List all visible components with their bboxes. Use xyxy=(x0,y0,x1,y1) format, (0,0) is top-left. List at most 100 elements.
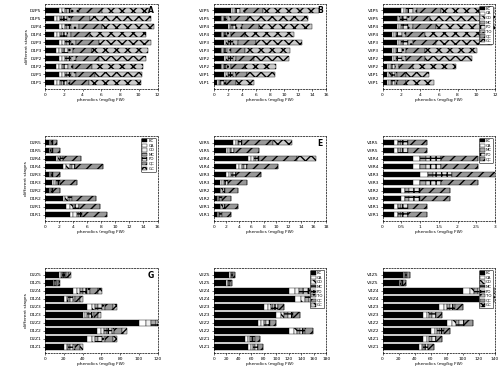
Bar xyxy=(450,304,455,310)
Bar xyxy=(54,180,56,185)
Bar xyxy=(394,148,398,154)
Bar xyxy=(382,272,402,278)
Bar xyxy=(214,140,233,146)
Bar xyxy=(45,188,48,193)
Bar xyxy=(394,204,398,209)
Bar xyxy=(464,320,472,326)
Bar xyxy=(394,32,396,37)
Bar xyxy=(273,304,278,310)
Text: D: D xyxy=(148,139,154,147)
Bar xyxy=(408,140,427,146)
Bar xyxy=(92,63,144,69)
Bar xyxy=(252,344,253,350)
Bar xyxy=(398,16,400,21)
Bar xyxy=(60,180,78,185)
Bar xyxy=(86,312,87,318)
Bar xyxy=(382,328,430,334)
X-axis label: phenolics (mg/kg FW): phenolics (mg/kg FW) xyxy=(78,230,125,234)
Bar xyxy=(54,16,57,21)
Bar xyxy=(422,344,424,350)
Bar xyxy=(247,164,278,169)
Bar xyxy=(382,320,447,326)
Bar xyxy=(214,320,258,326)
Bar xyxy=(266,320,270,326)
Bar xyxy=(230,24,232,29)
Bar xyxy=(400,204,408,209)
Bar xyxy=(45,344,64,350)
Bar xyxy=(295,288,299,294)
Bar xyxy=(240,8,246,13)
Bar xyxy=(77,288,80,294)
Bar xyxy=(478,288,486,294)
Bar xyxy=(288,312,292,318)
Bar xyxy=(412,8,417,13)
Bar xyxy=(392,63,394,69)
Bar xyxy=(463,288,470,294)
Bar xyxy=(221,32,222,37)
Bar xyxy=(300,328,305,334)
Bar xyxy=(382,24,396,29)
Bar xyxy=(401,196,405,201)
Bar xyxy=(68,344,70,350)
Bar xyxy=(92,312,94,318)
Bar xyxy=(402,48,406,53)
Bar xyxy=(45,172,48,177)
Bar xyxy=(426,180,440,185)
Bar xyxy=(248,336,250,342)
Bar xyxy=(56,280,57,286)
Bar xyxy=(45,164,62,169)
Bar xyxy=(486,288,496,294)
Bar xyxy=(62,79,66,85)
Bar xyxy=(52,188,54,193)
Bar xyxy=(255,344,258,350)
Bar xyxy=(217,196,218,201)
Bar xyxy=(406,71,429,77)
Bar xyxy=(214,212,217,217)
Bar xyxy=(221,204,222,209)
Bar xyxy=(400,140,408,146)
Bar xyxy=(392,79,394,85)
Bar xyxy=(401,24,403,29)
Bar xyxy=(382,312,422,318)
Bar xyxy=(75,204,79,209)
Bar xyxy=(62,16,66,21)
Bar xyxy=(305,296,309,302)
Bar xyxy=(214,188,220,193)
Bar xyxy=(57,280,59,286)
Bar xyxy=(68,196,70,201)
Bar xyxy=(58,156,60,162)
Bar xyxy=(402,55,406,61)
Bar xyxy=(295,296,301,302)
Bar xyxy=(218,79,220,85)
Bar xyxy=(221,48,222,53)
Bar xyxy=(45,328,96,334)
Bar xyxy=(57,16,60,21)
Bar xyxy=(244,63,276,69)
Bar xyxy=(64,272,66,278)
Bar xyxy=(70,272,71,278)
Bar xyxy=(229,40,232,45)
Bar xyxy=(425,55,472,61)
Bar xyxy=(90,32,146,37)
Bar xyxy=(404,8,406,13)
Bar xyxy=(429,336,432,342)
Bar xyxy=(414,63,456,69)
Bar xyxy=(80,296,82,302)
Bar xyxy=(401,280,402,286)
Bar xyxy=(402,272,404,278)
Bar xyxy=(406,55,425,61)
Bar xyxy=(256,40,302,45)
Bar xyxy=(45,296,64,302)
Bar xyxy=(425,48,476,53)
Bar xyxy=(253,344,255,350)
Bar xyxy=(440,164,478,169)
Bar xyxy=(389,71,391,77)
Bar xyxy=(229,71,232,77)
Bar xyxy=(236,172,260,177)
Bar xyxy=(221,188,222,193)
Bar xyxy=(404,272,405,278)
Bar xyxy=(236,24,242,29)
Bar xyxy=(246,8,263,13)
Bar xyxy=(72,24,79,29)
Bar xyxy=(227,63,230,69)
